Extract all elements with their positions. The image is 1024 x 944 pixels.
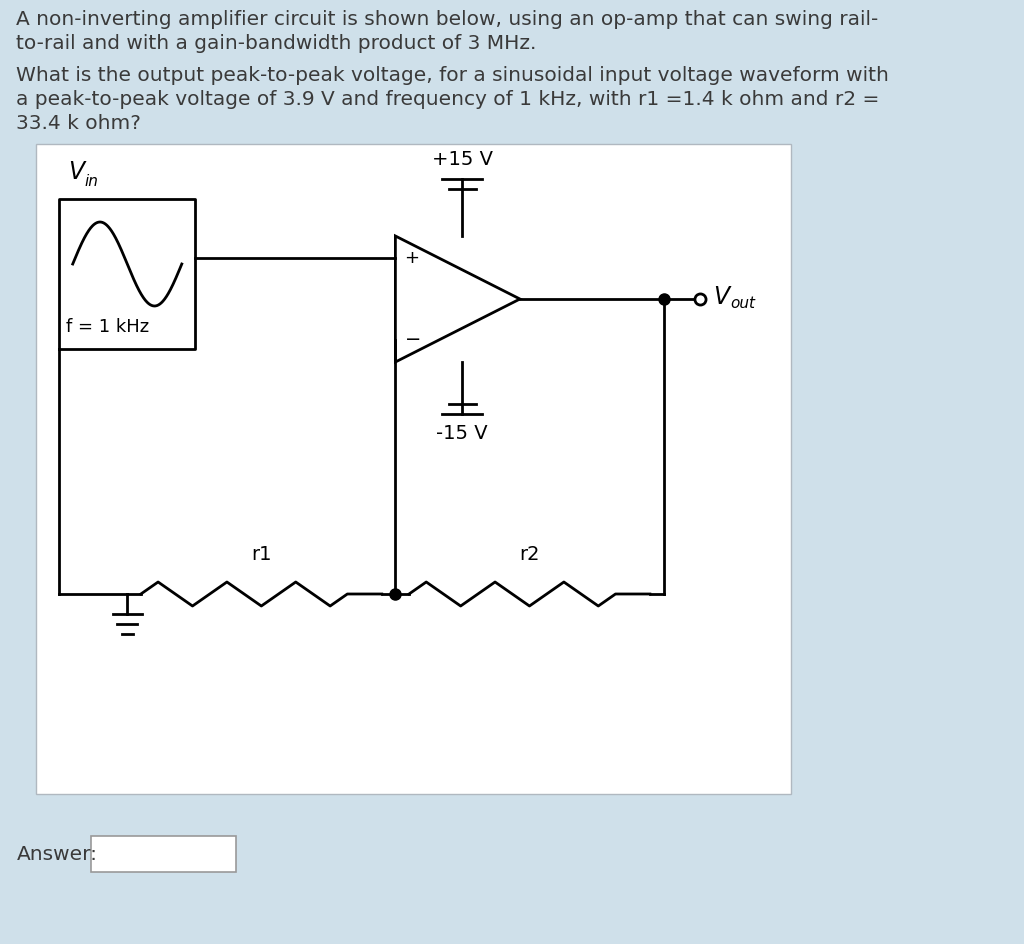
Text: f = 1 kHz: f = 1 kHz (67, 318, 150, 336)
Text: Answer:: Answer: (16, 845, 97, 864)
Text: 33.4 k ohm?: 33.4 k ohm? (16, 114, 141, 133)
FancyBboxPatch shape (91, 836, 237, 872)
Text: A non-inverting amplifier circuit is shown below, using an op-amp that can swing: A non-inverting amplifier circuit is sho… (16, 10, 879, 29)
Text: in: in (85, 174, 98, 189)
Text: to-rail and with a gain-bandwidth product of 3 MHz.: to-rail and with a gain-bandwidth produc… (16, 34, 537, 53)
FancyBboxPatch shape (37, 144, 791, 794)
Text: out: out (730, 295, 755, 311)
Text: +15 V: +15 V (432, 150, 493, 169)
Text: +: + (404, 249, 420, 267)
Text: −: − (404, 330, 421, 349)
Text: V: V (69, 160, 84, 184)
Text: r2: r2 (519, 545, 540, 564)
Text: What is the output peak-to-peak voltage, for a sinusoidal input voltage waveform: What is the output peak-to-peak voltage,… (16, 66, 889, 85)
Text: a peak-to-peak voltage of 3.9 V and frequency of 1 kHz, with r1 =1.4 k ohm and r: a peak-to-peak voltage of 3.9 V and freq… (16, 90, 880, 109)
Text: r1: r1 (251, 545, 271, 564)
Text: -15 V: -15 V (436, 424, 488, 443)
Text: V: V (714, 285, 730, 309)
